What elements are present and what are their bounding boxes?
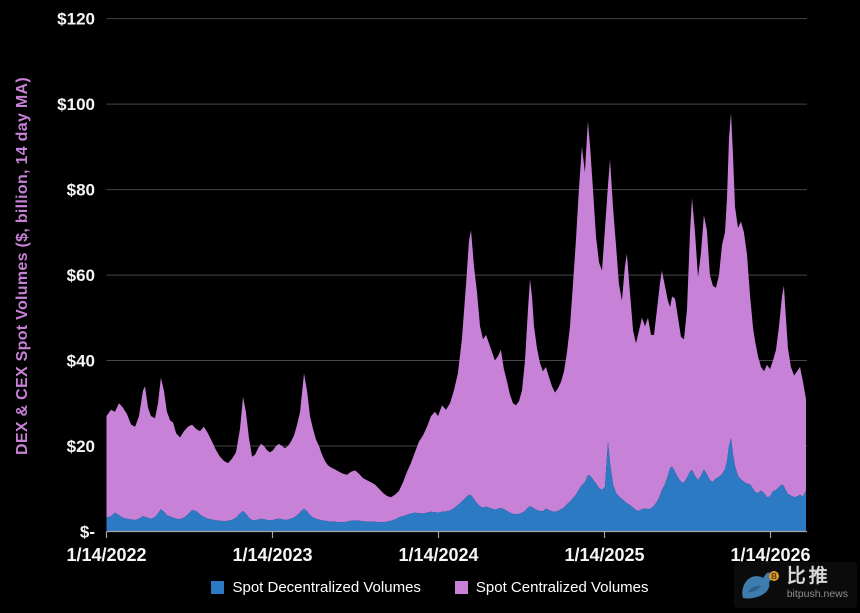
watermark: B 比推 bitpush.news xyxy=(733,562,857,608)
x-tick-label: 1/14/2025 xyxy=(564,545,644,565)
legend-label-decentralized: Spot Decentralized Volumes xyxy=(232,579,421,596)
area-decentralized xyxy=(106,438,806,532)
y-tick-label: $40 xyxy=(67,352,95,371)
y-tick-label: $80 xyxy=(67,181,95,200)
watermark-brand: 比推 xyxy=(786,566,831,587)
x-tick-label: 1/14/2024 xyxy=(398,545,478,565)
y-tick-label: $100 xyxy=(57,95,95,114)
y-tick-label: $60 xyxy=(67,266,95,285)
y-axis-title: DEX & CEX Spot Volumes ($, billion, 14 d… xyxy=(14,76,31,455)
y-tick-label: $120 xyxy=(57,10,95,29)
x-tick-label: 1/14/2023 xyxy=(232,545,312,565)
watermark-domain: bitpush.news xyxy=(786,587,848,600)
x-tick-label: 1/14/2026 xyxy=(730,545,810,565)
legend: Spot Decentralized Volumes Spot Centrali… xyxy=(0,579,860,596)
legend-label-centralized: Spot Centralized Volumes xyxy=(475,579,649,596)
area-centralized xyxy=(106,112,806,523)
bitpush-bird-logo-icon: B xyxy=(741,571,779,599)
svg-text:B: B xyxy=(771,572,777,581)
y-tick-label: $- xyxy=(80,523,95,542)
legend-swatch-centralized-icon xyxy=(454,581,468,594)
legend-item-decentralized: Spot Decentralized Volumes xyxy=(211,579,421,596)
legend-swatch-decentralized-icon xyxy=(211,581,225,594)
legend-item-centralized: Spot Centralized Volumes xyxy=(454,579,649,596)
y-tick-label: $20 xyxy=(67,437,95,456)
x-tick-label: 1/14/2022 xyxy=(66,545,146,565)
